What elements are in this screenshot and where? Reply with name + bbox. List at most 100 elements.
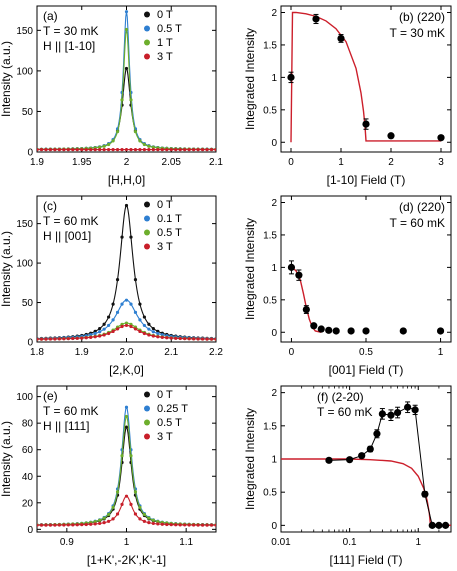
data-point: [133, 129, 138, 134]
y-tick-label: 1.5: [263, 230, 277, 241]
x-tick-label: 0: [289, 347, 295, 358]
y-tick-label: 0: [27, 525, 33, 536]
y-tick-label: 60: [22, 445, 34, 456]
data-point: [37, 523, 39, 527]
data-point: [138, 517, 142, 521]
annotation: (d) (220): [399, 200, 445, 214]
data-point: [124, 298, 129, 302]
data-point: [124, 10, 129, 14]
data-point: [124, 203, 129, 208]
data-point: [93, 335, 97, 339]
data-point: [138, 318, 142, 322]
annotation: (f) (2-20): [317, 390, 364, 404]
data-point: [93, 329, 97, 333]
x-tick-label: 2.05: [162, 157, 182, 168]
data-point: [151, 518, 155, 522]
data-point: [89, 335, 93, 339]
x-tick-label: 1.95: [72, 157, 92, 168]
y-tick-label: 2: [271, 198, 277, 209]
data-point: [115, 327, 120, 331]
x-tick-label: 1: [438, 347, 444, 358]
data-point: [111, 302, 115, 306]
y-tick-label: 50: [22, 107, 34, 118]
fit-curve: [290, 11, 441, 143]
x-tick-label: 2.1: [209, 157, 223, 168]
x-tick-label: 2.0: [120, 347, 134, 358]
x-axis-label: [001] Field (T): [329, 363, 404, 377]
data-point: [93, 147, 97, 152]
data-point: [160, 335, 164, 339]
data-point: [120, 502, 124, 506]
data-point: [48, 523, 53, 527]
data-point: [48, 147, 53, 152]
x-tick-label: 1.1: [179, 537, 193, 548]
data-point: [111, 139, 115, 143]
legend-label: 3 T: [157, 431, 173, 443]
data-point: [165, 522, 169, 527]
data-point: [93, 331, 97, 336]
y-tick-label: 0.5: [263, 295, 277, 306]
y-tick-label: 1.5: [263, 421, 277, 432]
data-point: [37, 147, 39, 152]
data-point: [192, 337, 196, 341]
data-point: [421, 490, 429, 498]
data-point: [53, 337, 57, 341]
data-point: [57, 147, 61, 152]
data-point: [124, 414, 129, 419]
y-tick-label: 0: [27, 148, 33, 159]
data-point: [142, 315, 146, 319]
data-point: [169, 523, 173, 527]
data-point: [124, 147, 129, 152]
data-point: [57, 523, 61, 527]
data-point: [151, 145, 155, 149]
legend-label: 0 T: [157, 9, 173, 21]
data-point: [138, 147, 142, 152]
data-point: [66, 337, 70, 341]
annotation: T = 60 mK: [43, 214, 98, 228]
data-point: [174, 523, 178, 527]
data-point: [102, 516, 106, 520]
x-axis-label: [111] Field (T): [330, 553, 403, 567]
data-point: [310, 322, 318, 330]
data-point: [133, 147, 138, 152]
data-point: [156, 522, 160, 526]
data-point: [115, 147, 120, 152]
data-point: [62, 523, 66, 527]
legend-label: 0.5 T: [157, 227, 182, 239]
data-point: [89, 333, 93, 337]
data-point: [214, 523, 216, 527]
legend-label: 1 T: [157, 37, 173, 49]
x-axis-label: [2,K,0]: [109, 363, 144, 377]
data-point: [441, 521, 450, 529]
data-point: [39, 337, 44, 341]
data-point: [57, 337, 61, 341]
data-point: [142, 331, 146, 336]
data-point: [120, 235, 124, 239]
data-point: [411, 406, 419, 414]
y-axis-label: Intensity (a.u.): [0, 231, 13, 307]
data-point: [102, 147, 106, 152]
data-point: [129, 454, 133, 458]
data-point: [337, 34, 345, 43]
data-point: [133, 512, 138, 516]
data-point: [151, 330, 155, 334]
data-point: [142, 323, 146, 328]
data-point: [120, 324, 124, 329]
data-point: [209, 147, 214, 152]
legend-label: 3 T: [157, 51, 173, 63]
data-point: [124, 66, 129, 71]
data-point: [169, 147, 173, 152]
panel-a: 1.9 1.95 2 2.05 2.1 0 50 100 150 [H,H,0] Intensity…: [0, 5, 223, 187]
data-point: [399, 327, 407, 335]
data-point: [183, 337, 187, 341]
y-tick-label: 100: [16, 259, 33, 270]
data-point: [129, 322, 133, 326]
data-point: [312, 15, 320, 23]
y-axis-label: Integrated Intensity: [243, 28, 257, 130]
y-tick-label: 40: [22, 472, 34, 483]
data-point: [124, 323, 129, 328]
data-point: [120, 302, 124, 306]
data-point: [366, 445, 374, 453]
x-tick-label: 1.8: [30, 347, 44, 358]
data-point: [214, 147, 216, 152]
